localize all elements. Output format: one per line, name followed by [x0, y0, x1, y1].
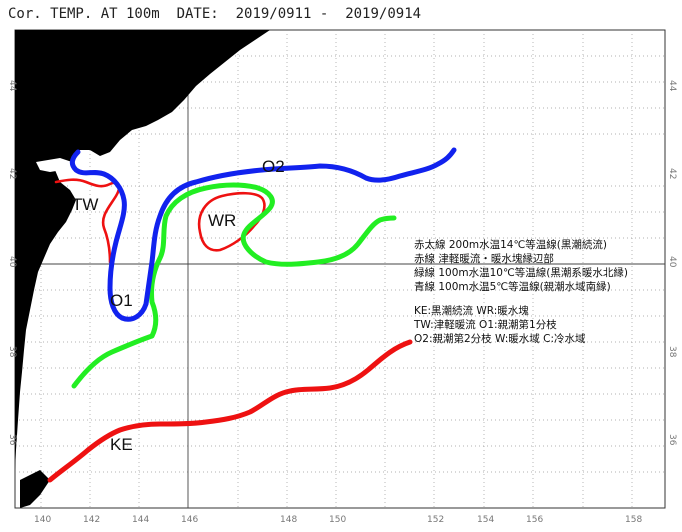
ke-label: KE: [110, 435, 133, 454]
lon-tick-150: 150: [329, 515, 346, 525]
lon-tick-152: 152: [427, 515, 444, 525]
lat-tick-40-left: 40: [7, 256, 17, 268]
blue-5c-line: [69, 147, 457, 322]
lat-ticks-left: 44 42 40 38 36: [7, 80, 17, 446]
legend-abbrev-1: KE:黒潮続流 WR:暖水塊: [414, 305, 529, 317]
wr-label: WR: [208, 211, 236, 230]
lat-tick-36-left: 36: [7, 434, 17, 446]
legend-abbrev-3: O2:親潮第2分枝 W:暖水域 C:冷水域: [414, 333, 586, 345]
legend-abbrev-2: TW:津軽暖流 O1:親潮第1分枝: [414, 319, 557, 331]
legend-line-red-thick: 赤太線 200m水温14℃等温線(黒潮続流): [414, 239, 607, 251]
lon-tick-158: 158: [625, 515, 642, 525]
lon-tick-140: 140: [34, 515, 51, 525]
legend-gap: [414, 294, 628, 304]
o1-label: O1: [110, 291, 133, 310]
lat-tick-38-right: 38: [667, 346, 677, 358]
lon-tick-146: 146: [181, 515, 198, 525]
date-end: 2019/0914: [345, 6, 422, 22]
lon-tick-154: 154: [477, 515, 494, 525]
legend-line-red: 赤線 津軽暖流・暖水塊縁辺部: [414, 253, 554, 265]
lat-tick-36-right: 36: [667, 434, 677, 446]
date-start: 2019/0911: [235, 6, 312, 22]
date-separator: -: [319, 6, 329, 22]
lat-tick-42-left: 42: [7, 168, 17, 179]
land: [15, 30, 270, 508]
lat-tick-44-right: 44: [667, 80, 677, 92]
lat-ticks-right: 44 42 40 38 36: [667, 80, 677, 446]
strait-water: [36, 158, 96, 190]
lat-tick-40-right: 40: [667, 256, 677, 268]
date-label: DATE:: [176, 6, 219, 22]
map-header: Cor. TEMP. AT 100m DATE: 2019/0911 - 201…: [8, 6, 421, 22]
lon-tick-142: 142: [83, 515, 100, 525]
lon-tick-144: 144: [132, 515, 149, 525]
legend-line-blue: 青線 100m水温5℃等温線(親潮水域南縁): [414, 281, 611, 293]
lat-tick-38-left: 38: [7, 346, 17, 358]
o2-label: O2: [262, 157, 285, 176]
lon-tick-156: 156: [526, 515, 543, 525]
tw-label: TW: [72, 195, 98, 214]
lat-tick-44-left: 44: [7, 80, 17, 92]
legend-line-green: 緑線 100m水温10℃等温線(黒潮系暖水北縁): [414, 267, 628, 279]
map-title: Cor. TEMP. AT 100m: [8, 6, 160, 22]
ke-red-line: [47, 339, 413, 483]
green-10c-line: [71, 182, 397, 389]
major-grid: [15, 30, 665, 508]
legend: 赤太線 200m水温14℃等温線(黒潮続流) 赤線 津軽暖流・暖水塊縁辺部 緑線…: [414, 238, 628, 346]
lat-tick-42-right: 42: [667, 168, 677, 179]
lon-tick-148: 148: [280, 515, 297, 525]
